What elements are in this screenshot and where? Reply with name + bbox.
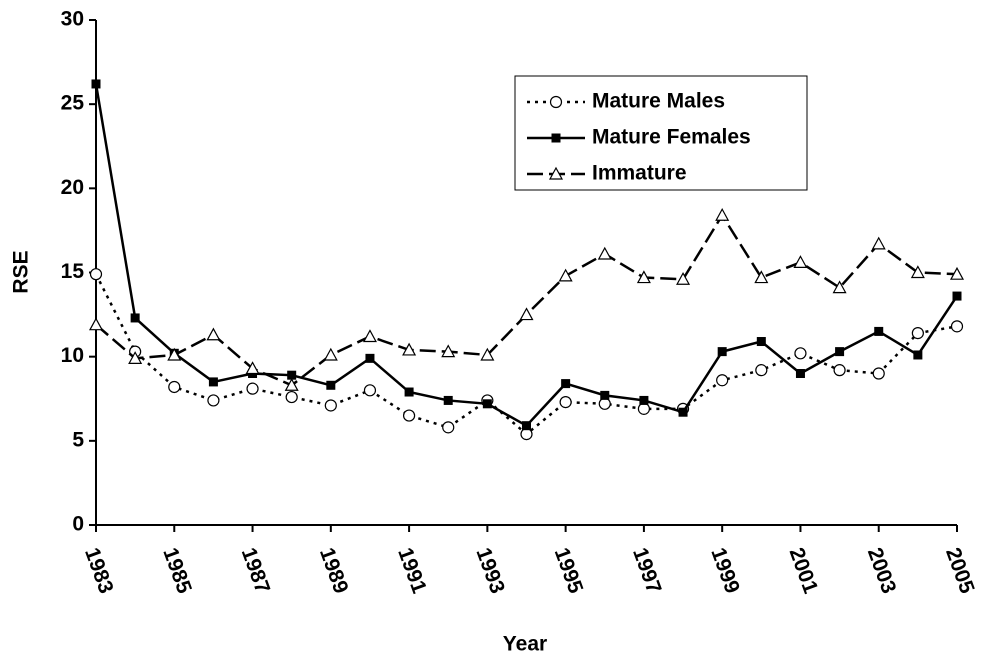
x-tick-label: 1989 bbox=[315, 545, 353, 597]
x-tick-label: 2001 bbox=[785, 545, 823, 597]
marker bbox=[952, 291, 962, 301]
legend-marker bbox=[549, 95, 563, 109]
marker bbox=[717, 347, 727, 357]
marker bbox=[522, 421, 531, 431]
marker bbox=[950, 320, 964, 333]
y-tick-label: 20 bbox=[61, 176, 84, 199]
y-axis-title: RSE bbox=[10, 250, 33, 293]
marker bbox=[795, 369, 805, 378]
marker bbox=[835, 347, 845, 357]
marker bbox=[89, 268, 103, 281]
marker bbox=[636, 270, 651, 284]
marker bbox=[794, 347, 807, 360]
x-tick-label: 1991 bbox=[393, 545, 431, 597]
x-axis-title: Year bbox=[503, 633, 547, 656]
marker bbox=[287, 370, 297, 380]
y-tick-label: 15 bbox=[61, 260, 85, 283]
marker bbox=[913, 350, 923, 360]
marker bbox=[520, 428, 533, 441]
y-tick-label: 5 bbox=[72, 428, 84, 451]
marker bbox=[246, 382, 259, 395]
x-tick-label: 1993 bbox=[471, 545, 509, 597]
legend-label: Mature Males bbox=[592, 90, 725, 113]
marker bbox=[404, 387, 414, 397]
legend-label: Immature bbox=[592, 162, 687, 185]
marker bbox=[754, 270, 769, 284]
marker bbox=[480, 347, 495, 361]
series-line bbox=[94, 273, 958, 436]
y-tick-label: 10 bbox=[61, 344, 84, 367]
series-line bbox=[95, 212, 958, 387]
legend-label: Mature Females bbox=[592, 126, 751, 149]
marker bbox=[597, 246, 612, 260]
x-tick-label: 1999 bbox=[706, 545, 744, 597]
marker bbox=[715, 208, 730, 221]
marker bbox=[949, 266, 965, 280]
x-tick-label: 1983 bbox=[80, 545, 118, 597]
x-tick-label: 1995 bbox=[550, 545, 588, 597]
marker bbox=[756, 337, 766, 347]
legend-box bbox=[514, 75, 808, 191]
marker bbox=[168, 380, 181, 394]
marker bbox=[755, 364, 768, 377]
marker bbox=[678, 407, 688, 417]
marker bbox=[600, 390, 610, 400]
marker bbox=[245, 361, 260, 375]
marker bbox=[874, 326, 884, 336]
marker bbox=[639, 395, 649, 405]
marker bbox=[365, 353, 375, 363]
marker bbox=[832, 280, 847, 294]
marker bbox=[128, 351, 143, 364]
x-tick-label: 2005 bbox=[941, 545, 979, 597]
marker bbox=[91, 79, 101, 89]
marker bbox=[402, 342, 417, 356]
x-tick-label: 2003 bbox=[863, 545, 901, 597]
marker bbox=[362, 329, 377, 343]
marker bbox=[206, 327, 221, 341]
y-tick-label: 0 bbox=[72, 513, 84, 536]
legend-marker bbox=[548, 166, 564, 180]
marker bbox=[833, 364, 846, 377]
marker bbox=[442, 421, 455, 434]
marker bbox=[676, 271, 691, 285]
marker bbox=[637, 402, 651, 415]
marker bbox=[911, 327, 924, 340]
marker bbox=[363, 384, 377, 397]
marker bbox=[167, 347, 182, 361]
marker bbox=[559, 396, 572, 409]
marker bbox=[326, 380, 336, 390]
legend-marker bbox=[551, 133, 561, 143]
marker bbox=[130, 313, 140, 323]
marker bbox=[208, 377, 218, 387]
x-tick-label: 1997 bbox=[628, 545, 666, 597]
y-tick-label: 30 bbox=[61, 8, 84, 31]
marker bbox=[910, 265, 925, 279]
marker bbox=[284, 378, 299, 391]
y-tick-label: 25 bbox=[61, 92, 85, 115]
marker bbox=[716, 374, 729, 387]
marker bbox=[443, 395, 453, 405]
marker bbox=[871, 236, 886, 250]
x-tick-label: 1985 bbox=[158, 545, 196, 597]
marker bbox=[482, 399, 492, 409]
marker bbox=[323, 347, 338, 361]
marker bbox=[88, 317, 104, 331]
marker bbox=[441, 344, 456, 358]
marker bbox=[793, 255, 808, 268]
marker bbox=[558, 268, 573, 282]
x-tick-label: 1987 bbox=[237, 545, 275, 597]
marker bbox=[402, 409, 416, 422]
marker bbox=[285, 390, 298, 404]
marker bbox=[207, 394, 220, 407]
marker bbox=[598, 397, 611, 410]
marker bbox=[324, 399, 337, 412]
marker bbox=[872, 367, 885, 380]
marker bbox=[561, 379, 571, 389]
marker bbox=[519, 307, 534, 321]
